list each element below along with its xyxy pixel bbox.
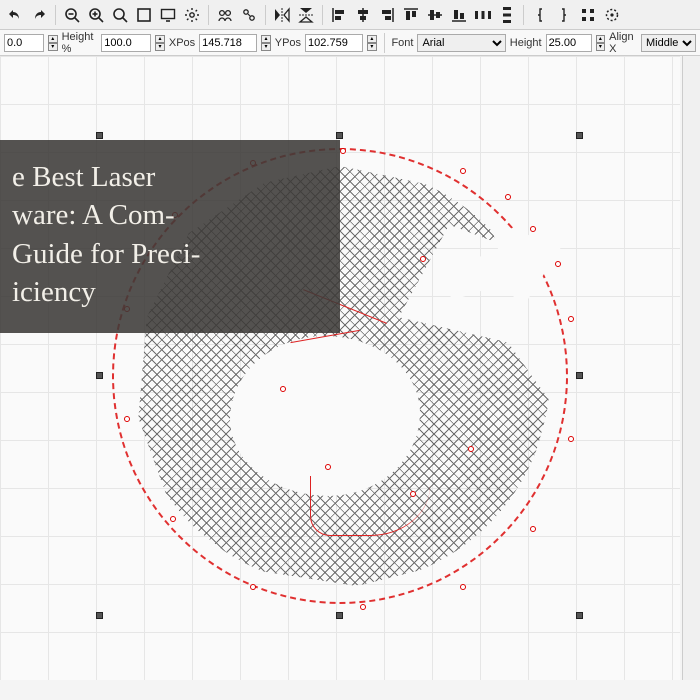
font-height-label: Height bbox=[510, 37, 542, 49]
zoom-fit-icon[interactable] bbox=[109, 4, 131, 26]
selection-handle[interactable] bbox=[96, 132, 103, 139]
path-node[interactable] bbox=[340, 148, 346, 154]
path-node[interactable] bbox=[460, 584, 466, 590]
group-icon[interactable] bbox=[214, 4, 236, 26]
path-node[interactable] bbox=[555, 261, 561, 267]
selection-handle[interactable] bbox=[336, 132, 343, 139]
spinner[interactable]: ▴▾ bbox=[261, 35, 271, 51]
selection-handle[interactable] bbox=[336, 612, 343, 619]
path-node[interactable] bbox=[360, 604, 366, 610]
zoom-in-icon[interactable] bbox=[85, 4, 107, 26]
separator bbox=[55, 5, 56, 25]
engrave-hole bbox=[230, 336, 420, 496]
path-node[interactable] bbox=[568, 316, 574, 322]
path-node[interactable] bbox=[250, 584, 256, 590]
height-pct-input[interactable] bbox=[101, 34, 151, 52]
selection-handle[interactable] bbox=[576, 612, 583, 619]
separator bbox=[322, 5, 323, 25]
spinner[interactable]: ▴▾ bbox=[155, 35, 165, 51]
path-node[interactable] bbox=[420, 256, 426, 262]
align-center-h-icon[interactable] bbox=[352, 4, 374, 26]
path-node[interactable] bbox=[325, 464, 331, 470]
main-toolbar bbox=[0, 0, 700, 30]
properties-bar: ▴▾ Height % ▴▾ XPos ▴▾ YPos ▴▾ Font Aria… bbox=[0, 30, 700, 56]
monitor-icon[interactable] bbox=[157, 4, 179, 26]
align-top-icon[interactable] bbox=[400, 4, 422, 26]
settings-icon[interactable] bbox=[181, 4, 203, 26]
fullscreen-icon[interactable] bbox=[133, 4, 155, 26]
path-node[interactable] bbox=[530, 226, 536, 232]
font-select[interactable]: Arial bbox=[417, 34, 505, 52]
zoom-out-icon[interactable] bbox=[61, 4, 83, 26]
path-node[interactable] bbox=[170, 516, 176, 522]
grid-view-icon[interactable] bbox=[577, 4, 599, 26]
separator bbox=[265, 5, 266, 25]
path-node[interactable] bbox=[124, 416, 130, 422]
mirror-v-icon[interactable] bbox=[295, 4, 317, 26]
separator bbox=[523, 5, 524, 25]
ypos-label: YPos bbox=[275, 37, 301, 49]
align-bottom-icon[interactable] bbox=[448, 4, 470, 26]
path-node[interactable] bbox=[530, 526, 536, 532]
align-right-icon[interactable] bbox=[376, 4, 398, 26]
overlay-text: e Best Laser ware: A Com- Guide for Prec… bbox=[12, 161, 200, 308]
spinner[interactable]: ▴▾ bbox=[367, 35, 377, 51]
spinner[interactable]: ▴▾ bbox=[596, 35, 606, 51]
dist-v-icon[interactable] bbox=[496, 4, 518, 26]
mirror-h-icon[interactable] bbox=[271, 4, 293, 26]
selection-handle[interactable] bbox=[576, 372, 583, 379]
path-node[interactable] bbox=[410, 491, 416, 497]
path-node[interactable] bbox=[505, 194, 511, 200]
width-pct-input[interactable] bbox=[4, 34, 44, 52]
title-overlay: e Best Laser ware: A Com- Guide for Prec… bbox=[0, 140, 340, 333]
ypos-input[interactable] bbox=[305, 34, 363, 52]
font-height-input[interactable] bbox=[546, 34, 592, 52]
undo-icon[interactable] bbox=[4, 4, 26, 26]
selection-handle[interactable] bbox=[96, 372, 103, 379]
path-node[interactable] bbox=[460, 168, 466, 174]
ungroup-icon[interactable] bbox=[238, 4, 260, 26]
selection-handle[interactable] bbox=[96, 612, 103, 619]
height-pct-label: Height % bbox=[62, 31, 98, 55]
path-node[interactable] bbox=[280, 386, 286, 392]
bracket-left-icon[interactable] bbox=[529, 4, 551, 26]
spinner[interactable]: ▴▾ bbox=[48, 35, 58, 51]
bracket-right-icon[interactable] bbox=[553, 4, 575, 26]
xpos-label: XPos bbox=[169, 37, 195, 49]
align-center-v-icon[interactable] bbox=[424, 4, 446, 26]
path-node[interactable] bbox=[468, 446, 474, 452]
separator bbox=[384, 33, 385, 53]
selection-handle[interactable] bbox=[576, 132, 583, 139]
dist-h-icon[interactable] bbox=[472, 4, 494, 26]
optimize-icon[interactable] bbox=[601, 4, 623, 26]
xpos-input[interactable] bbox=[199, 34, 257, 52]
redo-icon[interactable] bbox=[28, 4, 50, 26]
separator bbox=[208, 5, 209, 25]
vertical-scrollbar[interactable] bbox=[682, 56, 700, 680]
font-label: Font bbox=[391, 37, 413, 49]
alignx-label: Align X bbox=[609, 31, 637, 55]
path-node[interactable] bbox=[568, 436, 574, 442]
alignx-select[interactable]: Middle bbox=[641, 34, 696, 52]
align-left-icon[interactable] bbox=[328, 4, 350, 26]
